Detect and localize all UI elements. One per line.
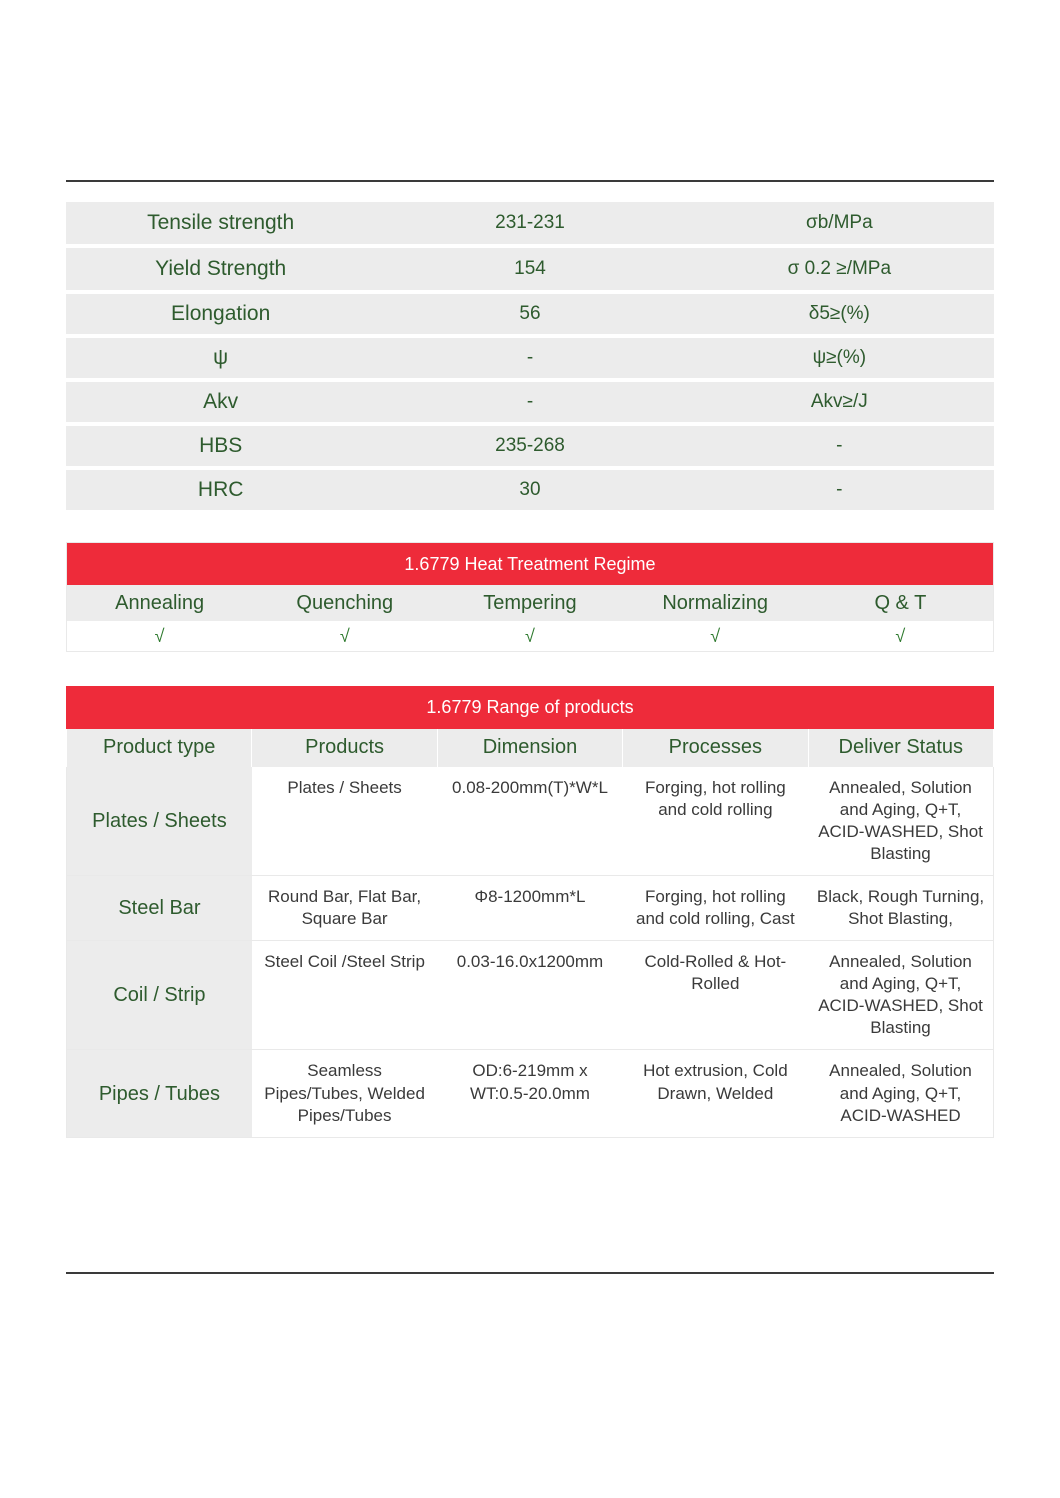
rp-header: Processes	[623, 729, 808, 767]
heat-treatment-table: 1.6779 Heat Treatment Regime AnnealingQu…	[66, 542, 994, 652]
table-row: ψ-ψ≥(%)	[66, 338, 994, 378]
table-row: Yield Strength154σ 0.2 ≥/MPa	[66, 248, 994, 290]
mech-unit: ψ≥(%)	[685, 338, 994, 378]
mech-value: 30	[375, 470, 684, 510]
top-horizontal-rule	[66, 180, 994, 182]
table-row: Pipes / TubesSeamless Pipes/Tubes, Welde…	[67, 1050, 994, 1137]
rp-cell-processes: Forging, hot rolling and cold rolling, C…	[623, 875, 808, 940]
ht-tick: √	[67, 621, 252, 651]
mech-label: Yield Strength	[66, 248, 375, 290]
table-row: Elongation56δ5≥(%)	[66, 294, 994, 334]
rp-cell-type: Plates / Sheets	[67, 767, 252, 876]
rp-cell-products: Plates / Sheets	[252, 767, 437, 876]
ht-header: Tempering	[437, 585, 622, 621]
ht-header: Annealing	[67, 585, 252, 621]
mech-value: -	[375, 338, 684, 378]
rp-cell-products: Seamless Pipes/Tubes, Welded Pipes/Tubes	[252, 1050, 437, 1137]
ht-header: Q & T	[808, 585, 993, 621]
mech-unit: -	[685, 470, 994, 510]
ht-tick: √	[808, 621, 993, 651]
mech-label: HRC	[66, 470, 375, 510]
rp-cell-processes: Hot extrusion, Cold Drawn, Welded	[623, 1050, 808, 1137]
mech-label: Tensile strength	[66, 202, 375, 244]
mech-unit: -	[685, 426, 994, 466]
rp-cell-processes: Cold-Rolled & Hot-Rolled	[623, 941, 808, 1050]
table-row: Coil / StripSteel Coil /Steel Strip0.03-…	[67, 941, 994, 1050]
rp-cell-processes: Forging, hot rolling and cold rolling	[623, 767, 808, 876]
mech-unit: Akv≥/J	[685, 382, 994, 422]
rp-cell-products: Round Bar, Flat Bar, Square Bar	[252, 875, 437, 940]
rp-cell-type: Pipes / Tubes	[67, 1050, 252, 1137]
mech-value: 231-231	[375, 202, 684, 244]
rp-header: Products	[252, 729, 437, 767]
range-of-products-table: 1.6779 Range of products Product typePro…	[66, 686, 994, 1138]
rp-cell-deliver: Annealed, Solution and Aging, Q+T, ACID-…	[808, 767, 993, 876]
table-row: HBS235-268-	[66, 426, 994, 466]
ht-tick: √	[252, 621, 437, 651]
rp-cell-dimension: OD:6-219mm x WT:0.5-20.0mm	[437, 1050, 622, 1137]
rp-cell-type: Steel Bar	[67, 875, 252, 940]
mech-unit: σb/MPa	[685, 202, 994, 244]
rp-cell-dimension: 0.03-16.0x1200mm	[437, 941, 622, 1050]
range-products-title: 1.6779 Range of products	[67, 687, 994, 729]
mech-label: ψ	[66, 338, 375, 378]
mechanical-properties-table: Tensile strength231-231σb/MPaYield Stren…	[66, 198, 994, 514]
mech-value: 154	[375, 248, 684, 290]
mech-value: 235-268	[375, 426, 684, 466]
mech-label: Akv	[66, 382, 375, 422]
rp-cell-type: Coil / Strip	[67, 941, 252, 1050]
rp-cell-dimension: 0.08-200mm(T)*W*L	[437, 767, 622, 876]
rp-header: Dimension	[437, 729, 622, 767]
mech-unit: σ 0.2 ≥/MPa	[685, 248, 994, 290]
bottom-horizontal-rule	[66, 1272, 994, 1274]
ht-tick: √	[437, 621, 622, 651]
table-row: Tensile strength231-231σb/MPa	[66, 202, 994, 244]
table-row: Plates / SheetsPlates / Sheets0.08-200mm…	[67, 767, 994, 876]
table-row: Akv-Akv≥/J	[66, 382, 994, 422]
ht-tick: √	[623, 621, 808, 651]
rp-cell-deliver: Black, Rough Turning, Shot Blasting,	[808, 875, 993, 940]
heat-treatment-title: 1.6779 Heat Treatment Regime	[67, 543, 993, 585]
mech-unit: δ5≥(%)	[685, 294, 994, 334]
rp-header: Deliver Status	[808, 729, 993, 767]
rp-header: Product type	[67, 729, 252, 767]
rp-cell-deliver: Annealed, Solution and Aging, Q+T, ACID-…	[808, 1050, 993, 1137]
rp-cell-products: Steel Coil /Steel Strip	[252, 941, 437, 1050]
mech-label: HBS	[66, 426, 375, 466]
mech-value: 56	[375, 294, 684, 334]
mech-label: Elongation	[66, 294, 375, 334]
ht-header: Normalizing	[623, 585, 808, 621]
rp-cell-deliver: Annealed, Solution and Aging, Q+T, ACID-…	[808, 941, 993, 1050]
rp-cell-dimension: Φ8-1200mm*L	[437, 875, 622, 940]
table-row: HRC30-	[66, 470, 994, 510]
mech-value: -	[375, 382, 684, 422]
table-row: Steel BarRound Bar, Flat Bar, Square Bar…	[67, 875, 994, 940]
ht-header: Quenching	[252, 585, 437, 621]
